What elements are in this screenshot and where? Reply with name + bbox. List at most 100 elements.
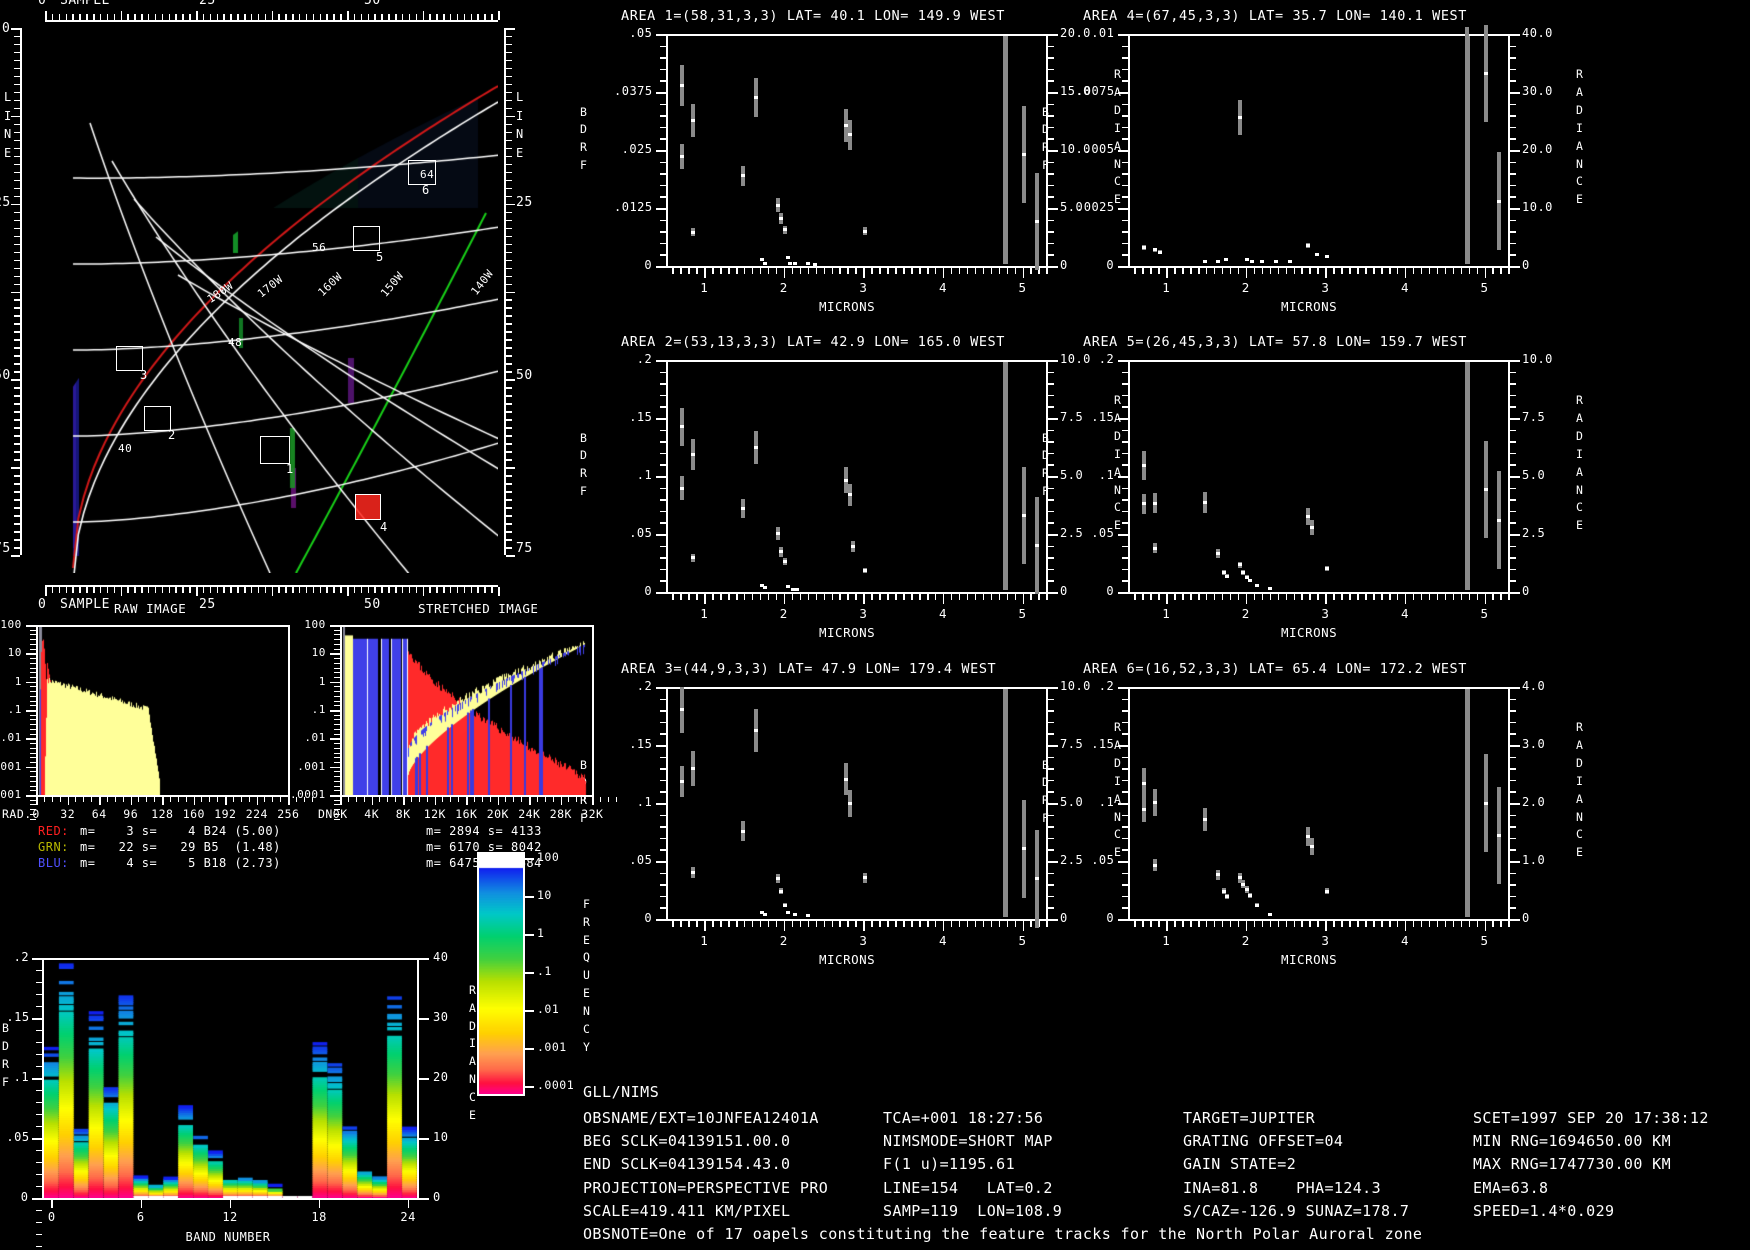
spectrum-data-point <box>679 486 684 490</box>
spectrum-data-point <box>788 262 793 266</box>
spectrum-y-tick-right: 10.0 <box>1060 142 1091 156</box>
spectrum-x-tick: 5 <box>1018 606 1027 621</box>
spectrum-data-point <box>782 228 787 232</box>
map-area-box-6[interactable] <box>408 160 436 185</box>
spectrum-data-point <box>679 84 684 87</box>
histogram-y-tick: 1 <box>318 674 326 688</box>
map-x-tick-top: 50 <box>364 0 381 8</box>
spectrum-x-tick: 4 <box>1400 280 1409 295</box>
spectrum-data-point <box>762 585 767 589</box>
spectrum-right-axis <box>1508 687 1510 919</box>
spectrum-y-tick-left: .1 <box>636 468 653 482</box>
spectrum-data-point <box>1238 116 1243 120</box>
spectrum-data-point <box>776 531 781 535</box>
histogram-stat-band: BLU: <box>38 856 69 870</box>
spectrum-data-point <box>1141 464 1146 468</box>
spectrum-data-point <box>847 133 852 137</box>
histogram-x-tick: 28K <box>549 807 572 821</box>
band-y-tick-left: .2 <box>13 950 30 964</box>
spectrum-x-tick: 1 <box>1162 280 1171 295</box>
spectrum-data-point <box>1203 501 1208 505</box>
spectrum-x-tick: 4 <box>938 933 947 948</box>
spectrum-y-tick-right: 4.0 <box>1522 679 1546 693</box>
metadata-field: LINE=154 LAT=0.2 <box>883 1178 1053 1197</box>
histogram-x-tick: 160 <box>182 807 205 821</box>
spectrum-top-rule <box>666 34 1048 36</box>
spectrum-data-point <box>1241 882 1246 886</box>
spectrum-y-tick-left: .1 <box>636 795 653 809</box>
spectrum-data-point <box>812 262 817 266</box>
spectrum-title-area-5: AREA 5=(26,45,3,3) LAT= 57.8 LON= 159.7 … <box>1083 334 1468 350</box>
histogram-y-tick: .001 <box>0 759 22 773</box>
histogram-x-tick: 8K <box>395 807 411 821</box>
spectrum-top-rule <box>1128 34 1510 36</box>
spectrum-x-tick: 4 <box>938 280 947 295</box>
spectrum-y-tick-right: 2.0 <box>1522 795 1546 809</box>
spectrum-y-tick-left: 0 <box>644 258 653 272</box>
spectrum-y-tick-right: 10.0 <box>1522 352 1553 366</box>
map-area-box-4[interactable] <box>355 494 381 520</box>
spectrum-data-point <box>1324 567 1329 571</box>
spectrum-x-tick: 3 <box>1321 606 1330 621</box>
spectrum-y-tick-right: 0 <box>1060 584 1068 598</box>
metadata-field: S/CAZ=-126.9 SUNAZ=178.7 <box>1183 1201 1410 1220</box>
spectrum-top-rule <box>666 687 1048 689</box>
spectrum-y-tick-right: 7.5 <box>1060 410 1084 424</box>
spectrum-y-tick-left: .15 <box>629 737 653 751</box>
spectrum-data-point <box>1153 501 1158 505</box>
spectrum-data-point <box>1238 876 1243 880</box>
spectrum-x-tick: 5 <box>1480 606 1489 621</box>
histogram-stat-value: m= 3 s= 4 B24 (5.00) <box>80 824 281 838</box>
map-area-box-2[interactable] <box>144 406 171 431</box>
spectrum-data-point <box>1157 250 1162 254</box>
spectrum-data-point <box>1247 894 1252 898</box>
spectrum-saturated-bar <box>1003 689 1009 917</box>
histogram-x-tick: 192 <box>214 807 237 821</box>
map-area-box-1[interactable] <box>260 436 290 464</box>
spectrum-x-label: MICRONS <box>819 299 876 314</box>
band-y-tick-left: 0 <box>20 1190 29 1204</box>
histogram-x-tick: 256 <box>277 807 300 821</box>
map-y-tick-right: 50 <box>516 368 533 383</box>
metadata-field: SPEED=1.4*0.029 <box>1473 1201 1615 1220</box>
spectrum-data-point <box>1496 199 1501 203</box>
band-x-tick: 0 <box>47 1210 56 1224</box>
metadata-field: NIMSMODE=SHORT MAP <box>883 1132 1053 1151</box>
spectrum-x-axis <box>666 592 1048 594</box>
spectrum-y-tick-left: .0125 <box>614 200 653 214</box>
spectrum-right-axis <box>1046 687 1048 919</box>
histogram-stat-value: m= 2894 s= 4133 <box>426 824 542 838</box>
spectrum-data-point <box>1224 894 1229 898</box>
spectrum-data-point <box>1244 887 1249 891</box>
spectrum-y-tick-right: 30.0 <box>1522 84 1553 98</box>
spectrum-y-tick-left: .05 <box>1091 526 1115 540</box>
spectrum-y-tick-right: 10.0 <box>1060 679 1091 693</box>
map-area-box-5[interactable] <box>353 226 380 251</box>
spectrum-top-rule <box>1128 687 1510 689</box>
spectrum-title-area-4: AREA 4=(67,45,3,3) LAT= 35.7 LON= 140.1 … <box>1083 8 1468 24</box>
map-x-axis-label-top: SAMPLE <box>60 0 110 8</box>
colorbar-tick: .1 <box>537 964 552 978</box>
histogram-stat-band: RED: <box>38 824 69 838</box>
histogram-y-tick: 1 <box>14 674 22 688</box>
map-x-tick-bottom: 25 <box>199 597 216 612</box>
histogram-y-tick: .01 <box>304 731 326 745</box>
histogram-x-tick: 12K <box>423 807 446 821</box>
metadata-field: MAX RNG=1747730.00 KM <box>1473 1155 1672 1174</box>
spectrum-y-tick-left: .15 <box>629 410 653 424</box>
map-area-box-3[interactable] <box>116 346 143 371</box>
spectrum-data-point <box>741 829 746 833</box>
band-spectrum-heatmap <box>44 960 417 1198</box>
map-area-label-6: 6 <box>422 183 430 197</box>
spectrum-data-point <box>794 587 799 591</box>
histogram-stat-value: m= 22 s= 29 B5 (1.48) <box>80 840 281 854</box>
map-y-tick-left: 50 <box>0 368 11 383</box>
spectrum-data-point <box>779 550 784 554</box>
spectrum-data-point <box>1215 552 1220 556</box>
map-x-tick-bottom: 50 <box>364 597 381 612</box>
spectrum-x-tick: 4 <box>938 606 947 621</box>
spectrum-y-tick-right: 10.0 <box>1060 352 1091 366</box>
